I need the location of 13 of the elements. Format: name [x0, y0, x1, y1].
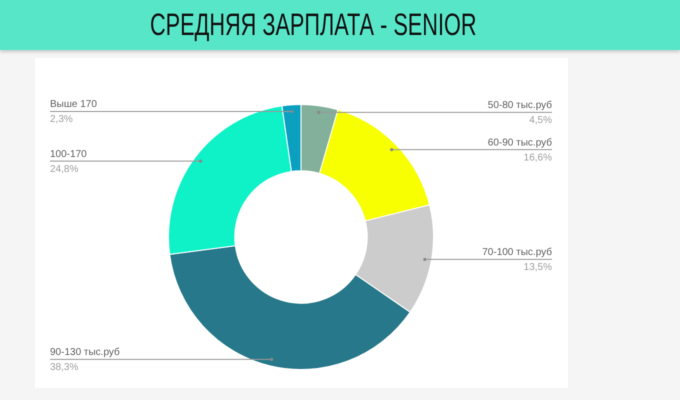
data-label: 16,6% [524, 152, 552, 164]
slice-label: 60-90 тыс.руб [488, 137, 552, 148]
slice-label: 50-80 тыс.руб [488, 100, 552, 112]
data-label: 4,5% [529, 115, 552, 126]
slice-label: 90-130 тыс.руб [50, 347, 120, 358]
data-label: 38,3% [50, 362, 78, 374]
slice-label: 100-170 [50, 148, 88, 160]
chart-title: СРЕДНЯЯ ЗАРПЛАТА - SENIOR [150, 7, 477, 43]
data-label: 24,8% [50, 164, 78, 175]
data-label: 2,3% [50, 114, 73, 126]
slice-label: 70-100 тыс.руб [482, 247, 552, 258]
slice-label: Выше 170 [50, 99, 98, 110]
data-label: 13,5% [524, 262, 552, 274]
